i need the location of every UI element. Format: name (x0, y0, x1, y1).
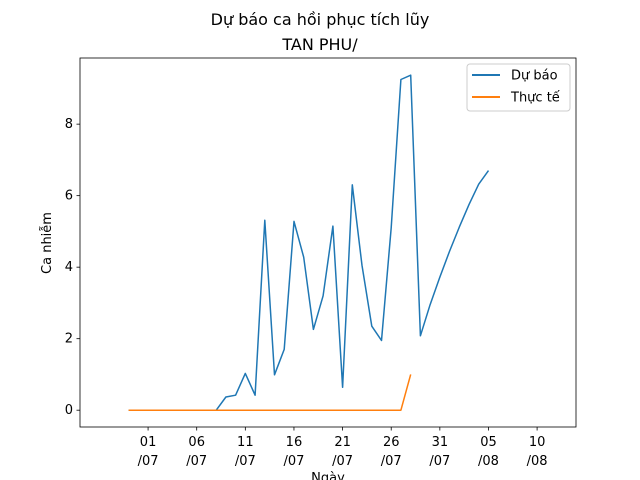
axes-frame (79, 57, 577, 428)
x-tick-label-month: /08 (527, 454, 548, 469)
legend-label-0: Dự báo (511, 69, 558, 84)
x-tick-label-day: 21 (334, 435, 351, 450)
x-tick-label-month: /07 (332, 454, 353, 469)
x-axis-label: Ngày (311, 471, 345, 480)
x-tick-label-day: 06 (188, 435, 205, 450)
legend-label-1: Thực tế (510, 91, 560, 106)
x-tick-label-month: /08 (478, 454, 499, 469)
chart-title: Dự báo ca hồi phục tích lũy (211, 10, 430, 29)
x-tick-label-month: /07 (381, 454, 402, 469)
y-tick-label: 4 (65, 260, 73, 275)
legend: Dự báo Thực tế (466, 63, 571, 112)
y-tick-label: 0 (65, 403, 73, 418)
plot-area: 0 2 4 6 8 01/07 06/07 11/07 16/07 21/07 26/07 31/07… (65, 57, 577, 469)
x-tick-label-day: 26 (383, 435, 400, 450)
x-tick-label-month: /07 (283, 454, 304, 469)
y-tick-label: 8 (65, 117, 73, 132)
x-tick-label-day: 11 (237, 435, 254, 450)
y-tick-label: 6 (65, 189, 73, 204)
chart-subtitle: TAN PHU/ (281, 35, 358, 54)
y-tick-label: 2 (65, 332, 73, 347)
x-tick-label-day: 10 (529, 435, 546, 450)
x-tick-label-month: /07 (235, 454, 256, 469)
x-tick-label-day: 01 (140, 435, 157, 450)
x-tick-label-day: 31 (432, 435, 449, 450)
x-tick-label-day: 05 (480, 435, 497, 450)
x-tick-label-month: /07 (429, 454, 450, 469)
x-tick-label-month: /07 (138, 454, 159, 469)
x-tick-label-day: 16 (286, 435, 303, 450)
series-line-1 (128, 374, 412, 411)
x-tick-label-month: /07 (186, 454, 207, 469)
y-axis-label: Ca nhiễm (40, 212, 55, 274)
